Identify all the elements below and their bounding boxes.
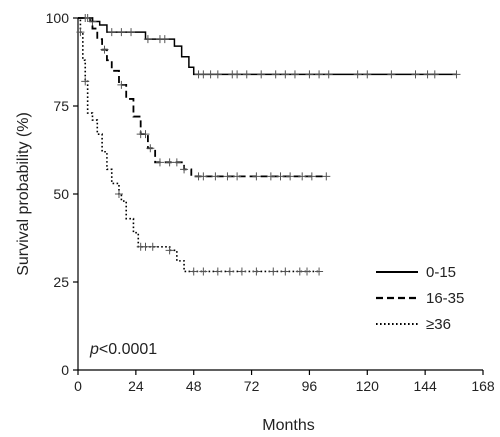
series-group bbox=[76, 14, 461, 276]
censor-mark bbox=[199, 267, 208, 276]
censor-mark bbox=[237, 267, 246, 276]
censor-mark bbox=[141, 130, 150, 139]
y-axis-title: Survival probability (%) bbox=[15, 112, 32, 276]
legend: 0-15 16-35 ≥36 bbox=[376, 264, 464, 333]
x-tick-label: 48 bbox=[186, 378, 202, 394]
censor-mark bbox=[281, 70, 290, 79]
censor-mark bbox=[107, 28, 116, 37]
censor-mark bbox=[315, 267, 324, 276]
censor-mark bbox=[233, 70, 242, 79]
censor-mark bbox=[423, 70, 432, 79]
censor-mark bbox=[295, 267, 304, 276]
censor-mark bbox=[165, 158, 174, 167]
censor-mark bbox=[324, 70, 333, 79]
censor-mark bbox=[117, 80, 126, 89]
censor-mark bbox=[387, 70, 396, 79]
censor-mark bbox=[252, 172, 261, 181]
y-tick-label: 100 bbox=[46, 10, 70, 26]
series-3 bbox=[76, 17, 324, 276]
censor-mark bbox=[211, 172, 220, 181]
p-value-text: <0.0001 bbox=[99, 341, 157, 358]
series-line bbox=[78, 17, 457, 76]
legend-label: ≥36 bbox=[426, 316, 451, 333]
censor-mark bbox=[143, 35, 152, 44]
censor-mark bbox=[225, 267, 234, 276]
x-tick-label: 168 bbox=[471, 378, 495, 394]
censor-mark bbox=[76, 28, 85, 37]
censor-mark bbox=[269, 267, 278, 276]
censor-mark bbox=[206, 70, 215, 79]
censor-mark bbox=[286, 172, 295, 181]
x-tick-label: 24 bbox=[128, 378, 144, 394]
y-tick-label: 0 bbox=[61, 362, 69, 378]
series-2 bbox=[78, 14, 331, 181]
series-line bbox=[78, 17, 327, 178]
censor-mark bbox=[127, 28, 136, 37]
censor-mark bbox=[266, 172, 275, 181]
censor-mark bbox=[276, 172, 285, 181]
censor-mark bbox=[307, 172, 316, 181]
censor-mark bbox=[363, 70, 372, 79]
censor-mark bbox=[155, 158, 164, 167]
censor-mark bbox=[81, 77, 90, 86]
censor-mark bbox=[298, 172, 307, 181]
censor-mark bbox=[114, 190, 123, 198]
censor-mark bbox=[315, 70, 324, 79]
censor-mark bbox=[148, 242, 157, 251]
censor-mark bbox=[100, 45, 109, 54]
censor-mark bbox=[213, 267, 222, 276]
censor-mark bbox=[199, 172, 208, 181]
censor-mark bbox=[141, 242, 150, 251]
censor-mark bbox=[213, 70, 222, 79]
x-tick-label: 0 bbox=[74, 378, 82, 394]
x-tick-label: 72 bbox=[244, 378, 260, 394]
censor-mark bbox=[271, 70, 280, 79]
censor-mark bbox=[83, 14, 92, 22]
y-tick-label: 75 bbox=[53, 98, 69, 114]
censor-mark bbox=[117, 28, 126, 37]
censor-mark bbox=[411, 70, 420, 79]
x-tick-label: 144 bbox=[413, 378, 437, 394]
censor-mark bbox=[290, 70, 299, 79]
censor-mark bbox=[353, 70, 362, 79]
censor-mark bbox=[223, 172, 232, 181]
censor-mark bbox=[172, 158, 181, 167]
p-value-symbol: p bbox=[89, 341, 99, 358]
censor-mark bbox=[233, 172, 242, 181]
censor-mark bbox=[257, 70, 266, 79]
censor-mark bbox=[165, 246, 174, 255]
censor-mark bbox=[189, 267, 198, 276]
censor-mark bbox=[281, 267, 290, 276]
legend-label: 16-35 bbox=[426, 290, 464, 307]
censor-mark bbox=[199, 70, 208, 79]
censor-mark bbox=[303, 267, 312, 276]
legend-label: 0-15 bbox=[426, 264, 456, 281]
censor-mark bbox=[242, 70, 251, 79]
x-axis-title: Months bbox=[262, 417, 314, 434]
p-value-annotation: p<0.0001 bbox=[89, 341, 157, 358]
censor-mark bbox=[160, 35, 169, 44]
series-line bbox=[78, 17, 320, 273]
censor-mark bbox=[252, 267, 261, 276]
censor-mark bbox=[305, 70, 314, 79]
censor-mark bbox=[146, 144, 155, 153]
censor-mark bbox=[452, 70, 461, 79]
y-tick-label: 25 bbox=[53, 274, 69, 290]
censor-mark bbox=[180, 165, 189, 174]
x-tick-label: 120 bbox=[356, 378, 380, 394]
axis-ticks: 0 25 50 75 100 0 24 48 72 96 120 144 168 bbox=[46, 10, 495, 394]
censor-mark bbox=[322, 172, 331, 181]
y-tick-label: 50 bbox=[53, 186, 69, 202]
series-1 bbox=[78, 14, 461, 79]
x-tick-label: 96 bbox=[302, 378, 318, 394]
censor-mark bbox=[430, 70, 439, 79]
